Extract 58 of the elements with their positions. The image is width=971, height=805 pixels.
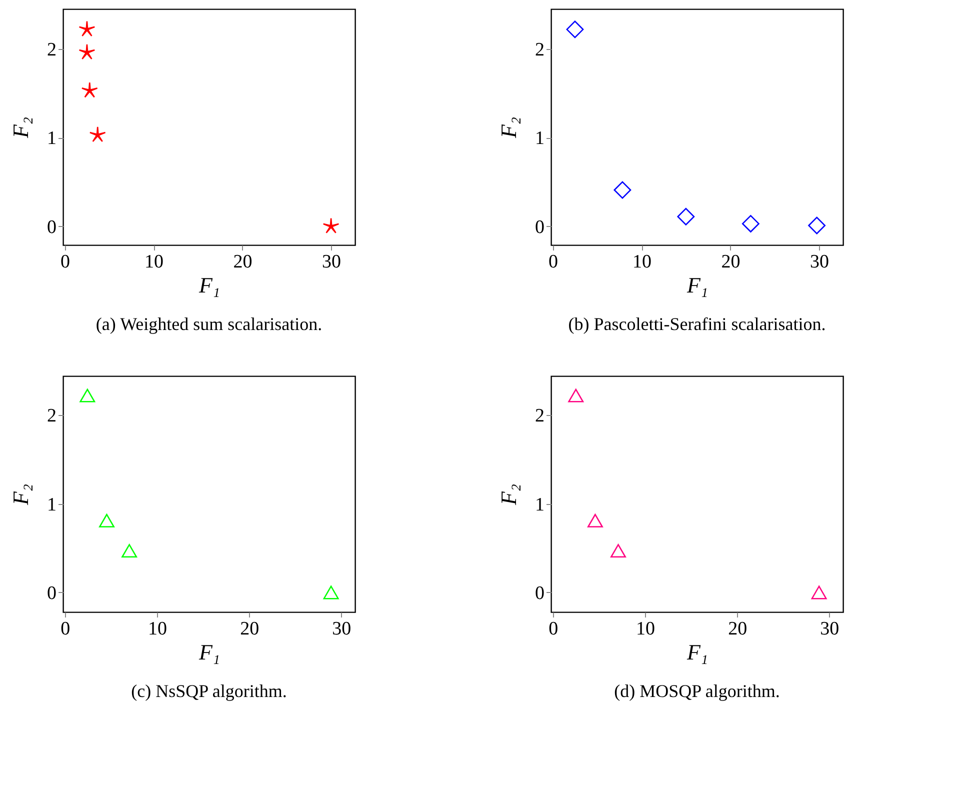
point xyxy=(614,181,632,199)
x-tick-label: 20 xyxy=(233,252,252,272)
x-tick-label: 20 xyxy=(240,618,260,640)
text: (d) MOSQP algorithm. xyxy=(614,681,780,701)
point xyxy=(677,208,695,226)
y-axis-title: F₂ xyxy=(8,116,33,140)
x-tick-label: 30 xyxy=(810,252,830,272)
x-axis-title: F₁ xyxy=(686,640,708,664)
text: (b) Pascoletti-Serafini scalarisation. xyxy=(568,314,826,334)
point xyxy=(89,126,106,142)
y-axis-title: F₂ xyxy=(496,484,521,506)
y-tick-label: 2 xyxy=(47,406,56,427)
x-tick-label: 10 xyxy=(144,252,164,272)
x-tick-label: 10 xyxy=(636,618,655,640)
point xyxy=(99,514,114,528)
x-tick-label: 30 xyxy=(820,618,840,640)
x-tick-label: 10 xyxy=(632,252,652,272)
point xyxy=(78,44,96,60)
x-tick-label: 20 xyxy=(721,252,740,272)
y-tick-label: 1 xyxy=(535,494,544,516)
point xyxy=(80,388,96,402)
point xyxy=(811,586,827,600)
y-tick-label: 1 xyxy=(535,128,544,150)
y-tick-label: 0 xyxy=(47,216,56,238)
y-tick-label: 1 xyxy=(47,494,56,516)
point xyxy=(610,544,626,558)
point xyxy=(81,82,98,98)
y-tick-label: 1 xyxy=(47,128,56,150)
x-axis-title: F₁ xyxy=(198,640,220,664)
y-axis-title: F₂ xyxy=(496,116,521,140)
x-tick-label: 0 xyxy=(548,618,558,640)
point xyxy=(566,20,584,38)
y-tick-label: 0 xyxy=(535,582,544,604)
point xyxy=(323,586,339,600)
x-tick-label: 0 xyxy=(60,618,70,640)
x-axis-title: F₁ xyxy=(686,272,708,298)
point xyxy=(122,544,138,558)
x-tick-label: 0 xyxy=(548,252,558,272)
y-tick-label: 0 xyxy=(47,582,56,604)
text: (a) Weighted sum scalarisation. xyxy=(96,314,322,334)
x-tick-label: 10 xyxy=(148,618,167,640)
y-tick-label: 2 xyxy=(535,406,544,427)
x-tick-label: 20 xyxy=(728,618,748,640)
x-tick-label: 30 xyxy=(332,618,352,640)
point xyxy=(322,218,340,234)
point xyxy=(568,388,584,402)
text: (c) NsSQP algorithm. xyxy=(131,681,287,701)
y-axis-title: F₂ xyxy=(8,484,33,506)
y-tick-label: 0 xyxy=(535,216,544,238)
point xyxy=(808,216,826,234)
x-tick-label: 30 xyxy=(322,252,342,272)
point xyxy=(78,20,96,37)
y-tick-label: 2 xyxy=(535,39,544,60)
x-axis-title: F₁ xyxy=(198,272,220,298)
point xyxy=(742,214,760,232)
y-tick-label: 2 xyxy=(47,39,56,60)
x-tick-label: 0 xyxy=(60,252,70,272)
point xyxy=(587,514,603,528)
